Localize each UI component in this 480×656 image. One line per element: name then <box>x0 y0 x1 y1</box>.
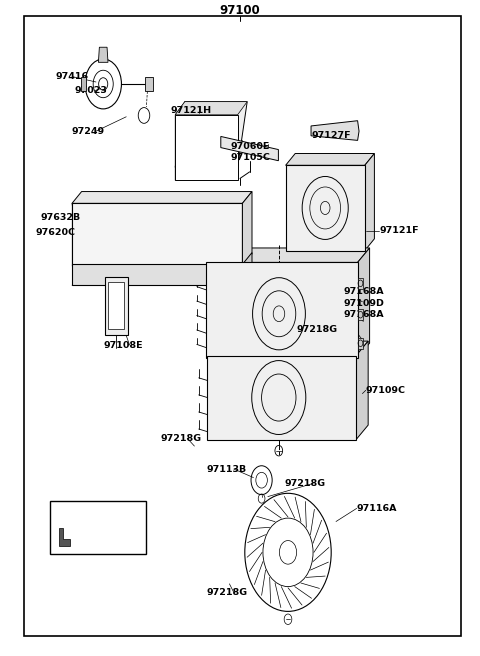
Bar <box>108 282 124 329</box>
Text: A/CON): A/CON) <box>83 516 114 525</box>
Polygon shape <box>311 121 359 140</box>
Bar <box>72 264 242 285</box>
Text: 97109C: 97109C <box>366 386 406 395</box>
Polygon shape <box>81 77 86 91</box>
Text: 97109D: 97109D <box>343 298 384 308</box>
Bar <box>207 356 356 440</box>
Text: 97060E: 97060E <box>230 142 270 151</box>
Polygon shape <box>72 274 252 285</box>
Polygon shape <box>207 341 368 356</box>
Text: (FULL AUTO: (FULL AUTO <box>73 508 124 517</box>
Polygon shape <box>356 341 368 440</box>
Text: 97168A: 97168A <box>343 310 384 319</box>
Polygon shape <box>365 154 374 251</box>
Bar <box>105 277 128 335</box>
Text: 97105C: 97105C <box>230 153 270 162</box>
Text: 97218G: 97218G <box>285 479 326 488</box>
Polygon shape <box>358 310 363 320</box>
Polygon shape <box>59 528 70 546</box>
Text: 97121F: 97121F <box>379 226 419 236</box>
Polygon shape <box>242 192 252 266</box>
Polygon shape <box>175 102 247 167</box>
Text: 97416: 97416 <box>55 72 88 81</box>
Polygon shape <box>145 77 153 91</box>
Polygon shape <box>358 248 370 358</box>
Text: 97218G: 97218G <box>206 588 248 597</box>
Polygon shape <box>175 115 238 180</box>
Text: 97023: 97023 <box>74 86 107 95</box>
Bar <box>286 165 365 251</box>
Text: 97632B: 97632B <box>41 213 81 222</box>
Text: 97121H: 97121H <box>170 106 212 115</box>
Polygon shape <box>358 278 363 289</box>
Polygon shape <box>72 192 252 203</box>
Polygon shape <box>206 248 370 262</box>
Text: 97218G: 97218G <box>161 434 202 443</box>
Polygon shape <box>175 102 247 115</box>
Text: 97100: 97100 <box>220 4 260 17</box>
Polygon shape <box>358 338 363 348</box>
Bar <box>72 203 242 266</box>
Text: 97108E: 97108E <box>103 340 143 350</box>
Polygon shape <box>221 136 278 161</box>
Text: 97168A: 97168A <box>343 287 384 296</box>
Text: 97620C: 97620C <box>36 228 76 237</box>
Bar <box>206 262 358 358</box>
Text: 97127F: 97127F <box>312 131 352 140</box>
Text: 97218G: 97218G <box>297 325 338 335</box>
Bar <box>50 501 146 554</box>
Text: 97113B: 97113B <box>206 464 247 474</box>
Polygon shape <box>175 102 185 180</box>
Polygon shape <box>98 47 108 62</box>
Text: 97176E: 97176E <box>85 542 125 551</box>
Polygon shape <box>286 154 374 165</box>
Polygon shape <box>242 253 252 285</box>
Text: 97116A: 97116A <box>357 504 397 513</box>
Text: 97249: 97249 <box>71 127 104 136</box>
